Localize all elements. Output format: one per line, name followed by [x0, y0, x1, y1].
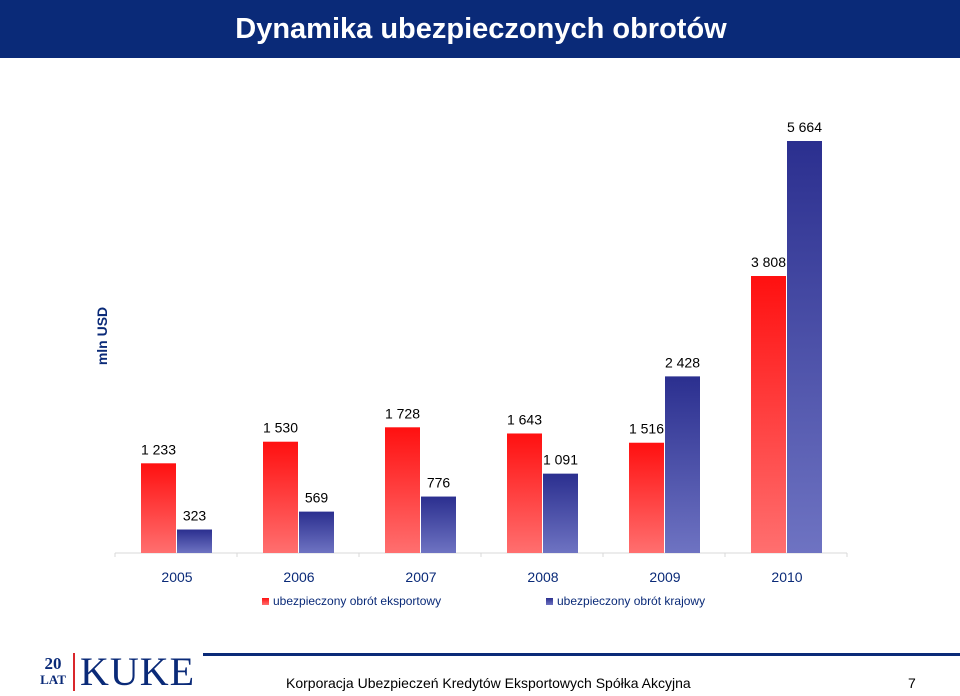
bar-export-2009	[629, 442, 664, 553]
label-export-2009: 1 516	[629, 421, 664, 437]
label-domestic-2008: 1 091	[543, 452, 578, 468]
label-domestic-2007: 776	[427, 475, 451, 491]
page-number: 7	[908, 675, 916, 691]
anniversary-number: 20	[44, 654, 62, 673]
bar-export-2005	[141, 463, 176, 553]
bar-domestic-2007	[421, 496, 456, 553]
legend-label-export: ubezpieczony obrót eksportowy	[273, 594, 441, 608]
bar-domestic-2005	[177, 529, 212, 553]
bar-export-2007	[385, 427, 420, 553]
x-tick-label-2006: 2006	[283, 569, 314, 585]
label-domestic-2006: 569	[305, 490, 329, 506]
label-domestic-2010: 5 664	[787, 119, 822, 135]
bar-chart: mln USD 1 233 323 2005 1 530 569 2006 1 728 776 2…	[94, 119, 848, 608]
x-tick-label-2009: 2009	[649, 569, 680, 585]
bar-domestic-2009	[665, 376, 700, 553]
legend-label-domestic: ubezpieczony obrót krajowy	[557, 594, 705, 608]
bar-export-2010	[751, 276, 786, 553]
label-domestic-2005: 323	[183, 508, 207, 524]
label-domestic-2009: 2 428	[665, 354, 700, 370]
kuke-logo: KUKE	[80, 649, 196, 694]
bar-domestic-2008	[543, 473, 578, 553]
legend-swatch-export	[262, 598, 269, 605]
anniversary-lat: LAT	[40, 672, 66, 687]
bar-export-2006	[263, 441, 298, 553]
x-tick-label-2008: 2008	[527, 569, 558, 585]
label-export-2010: 3 808	[751, 254, 786, 270]
x-tick-label-2007: 2007	[405, 569, 436, 585]
label-export-2008: 1 643	[507, 411, 542, 427]
logo-separator	[73, 653, 75, 691]
label-export-2005: 1 233	[141, 441, 176, 457]
y-axis-label: mln USD	[94, 307, 110, 365]
bar-domestic-2006	[299, 511, 334, 553]
bar-export-2008	[507, 433, 542, 553]
label-export-2006: 1 530	[263, 420, 298, 436]
x-tick-label-2010: 2010	[771, 569, 802, 585]
footer-company-name: Korporacja Ubezpieczeń Kredytów Eksporto…	[286, 675, 691, 691]
page-title: Dynamika ubezpieczonych obrotów	[235, 12, 727, 45]
label-export-2007: 1 728	[385, 405, 420, 421]
footer-divider	[203, 653, 960, 656]
anniversary-badge: 20 LAT	[36, 655, 70, 689]
legend-swatch-domestic	[546, 598, 553, 605]
title-bar: Dynamika ubezpieczonych obrotów	[0, 0, 960, 58]
x-tick-label-2005: 2005	[161, 569, 192, 585]
bar-domestic-2010	[787, 141, 822, 553]
